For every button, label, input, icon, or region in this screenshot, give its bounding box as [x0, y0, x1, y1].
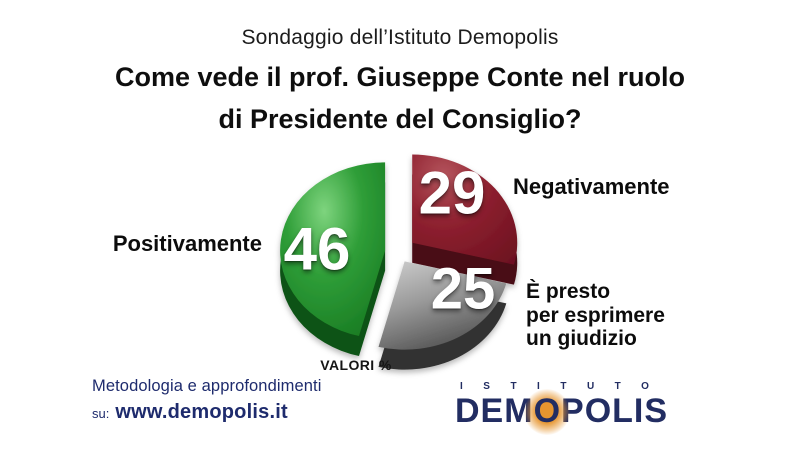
pie-slice-presto-giudizio — [378, 261, 507, 350]
logo-name-post: POLIS — [561, 392, 669, 430]
pie-slice-positivamente — [280, 162, 386, 337]
slice-value-presto: 25 — [430, 256, 496, 322]
survey-source-line: Sondaggio dell’Istituto Demopolis — [241, 26, 559, 49]
label-presto-giudizio: È presto per esprimere un giudizio — [526, 280, 665, 350]
footer-methodology-block: Metodologia e approfondimenti su: www.de… — [92, 377, 321, 424]
slice-value-negativamente: 29 — [418, 159, 486, 227]
methodology-text: Metodologia e approfondimenti — [92, 377, 322, 395]
question-title: Come vede il prof. Giuseppe Conte nel ru… — [114, 62, 686, 134]
pie-slices-group — [280, 154, 518, 370]
label-negativamente: Negativamente — [513, 174, 670, 199]
demopolis-url: www.demopolis.it — [115, 401, 288, 423]
logo-sun-icon — [524, 389, 571, 436]
label-positivamente: Positivamente — [112, 231, 262, 256]
values-unit-note: VALORI % — [320, 357, 392, 373]
slice-value-positivamente: 46 — [283, 215, 351, 283]
logo-istituto-text: ISTITUTO — [460, 381, 670, 392]
logo-o-letter: O — [533, 392, 562, 430]
url-prefix: su: — [92, 406, 110, 421]
demopolis-logo: ISTITUTO DEM OPOLIS — [455, 381, 695, 436]
logo-name-pre: DEM — [455, 392, 534, 430]
pie-slice-negativamente — [412, 154, 518, 265]
logo-demopolis-text: DEM OPOLIS — [455, 389, 695, 436]
